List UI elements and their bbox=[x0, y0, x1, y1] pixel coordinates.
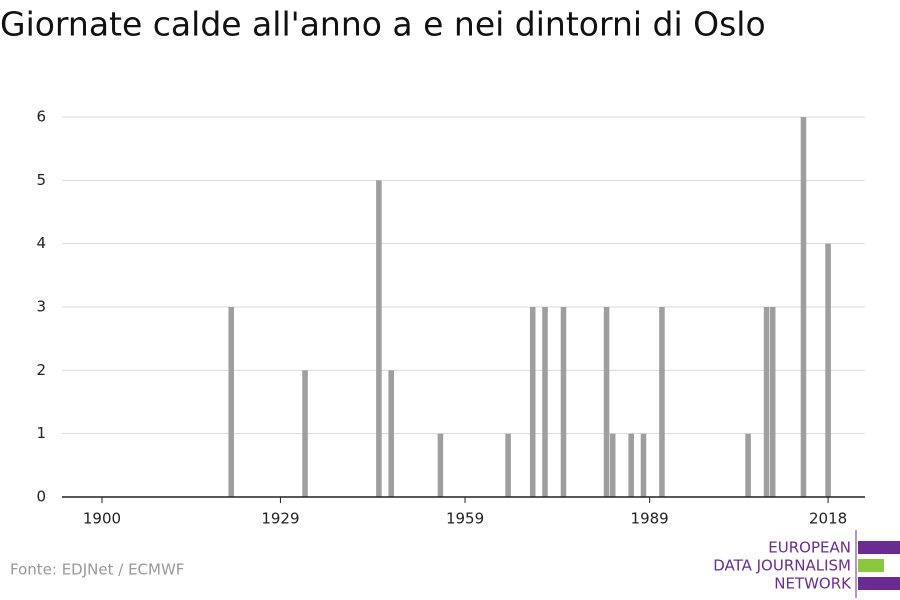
bar bbox=[825, 243, 831, 497]
bar bbox=[659, 307, 665, 497]
y-tick-label: 4 bbox=[36, 234, 46, 252]
bar bbox=[388, 370, 394, 497]
bar bbox=[640, 433, 647, 497]
x-tick-label: 1900 bbox=[83, 510, 121, 528]
x-tick-label: 2018 bbox=[809, 510, 847, 528]
y-tick-label: 3 bbox=[36, 298, 46, 316]
bar bbox=[505, 433, 511, 497]
bar bbox=[769, 307, 776, 497]
bar bbox=[542, 307, 548, 497]
bar bbox=[603, 307, 610, 497]
logo-text: NETWORK bbox=[774, 575, 852, 593]
y-tick-label: 6 bbox=[36, 108, 46, 126]
y-tick-label: 5 bbox=[36, 171, 46, 189]
bar bbox=[376, 180, 382, 498]
bar bbox=[302, 370, 308, 497]
x-tick-label: 1929 bbox=[261, 510, 299, 528]
logo-text: DATA JOURNALISM bbox=[713, 557, 851, 575]
x-tick-label: 1959 bbox=[446, 510, 484, 528]
x-tick-label: 1989 bbox=[631, 510, 669, 528]
logo-bar bbox=[858, 577, 900, 590]
bar bbox=[437, 433, 444, 497]
bar bbox=[228, 307, 234, 497]
y-tick-label: 1 bbox=[36, 424, 46, 442]
bar bbox=[763, 307, 770, 497]
bar bbox=[800, 117, 807, 497]
bar bbox=[609, 433, 616, 497]
bar bbox=[745, 433, 751, 497]
chart-title: Giornate calde all'anno a e nei dintorni… bbox=[0, 5, 766, 44]
logo: EUROPEAN DATA JOURNALISM NETWORK bbox=[713, 530, 900, 598]
y-tick-label: 2 bbox=[36, 361, 46, 379]
bar bbox=[560, 307, 567, 497]
logo-bar bbox=[858, 559, 884, 572]
bar bbox=[628, 433, 634, 497]
logo-bar bbox=[858, 541, 900, 554]
source: Fonte: EDJNet / ECMWF bbox=[10, 561, 184, 579]
bar bbox=[529, 307, 536, 497]
logo-text: EUROPEAN bbox=[768, 539, 851, 557]
y-tick-label: 0 bbox=[36, 488, 46, 506]
